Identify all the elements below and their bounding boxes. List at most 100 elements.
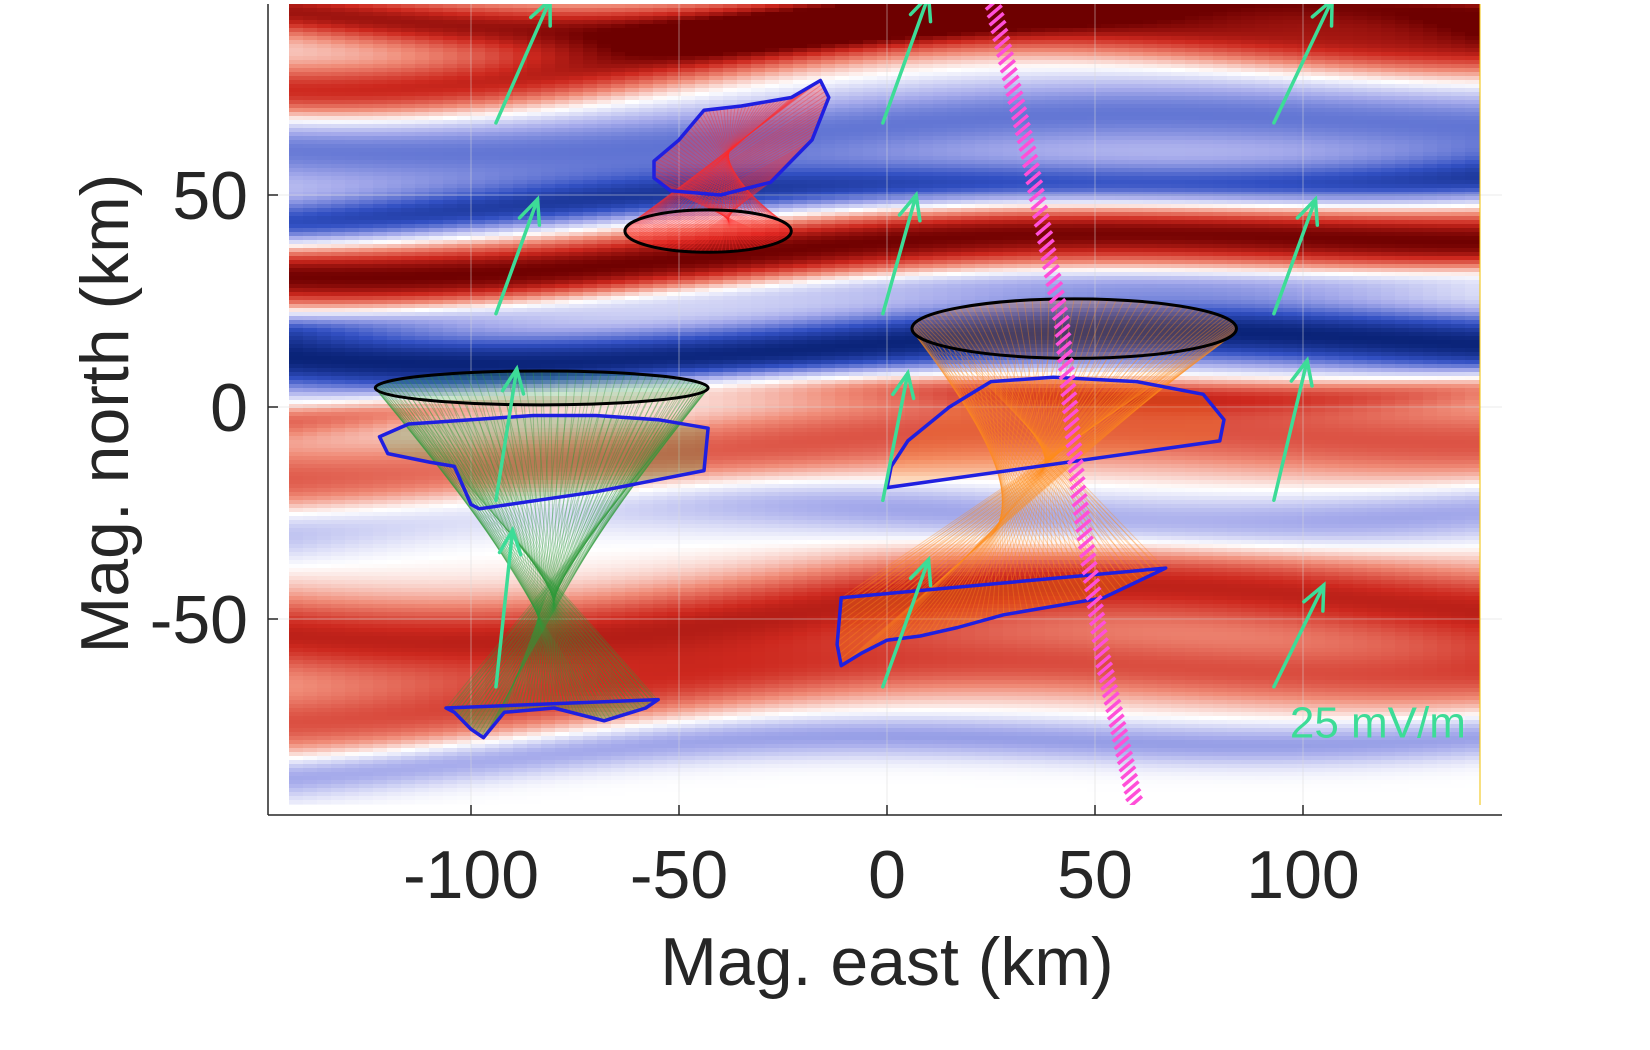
heatmap-cell [541,484,556,489]
heatmap-cell [443,344,458,349]
heatmap-cell [443,160,458,165]
heatmap-cell [401,684,416,689]
heatmap-cell [429,184,444,189]
heatmap-cell [611,4,626,9]
heatmap-cell [317,792,332,797]
heatmap-cell [359,428,374,433]
heatmap-cell [625,104,640,109]
heatmap-cell [359,504,374,509]
heatmap-cell [583,28,598,33]
heatmap-cell [471,76,486,81]
heatmap-cell [583,524,598,529]
heatmap-cell [415,252,430,257]
heatmap-cell [443,740,458,745]
heatmap-cell [303,644,318,649]
heatmap-cell [485,472,500,477]
heatmap-cell [569,96,584,101]
heatmap-cell [527,700,542,705]
heatmap-cell [625,244,640,249]
heatmap-cell [289,392,304,397]
heatmap-cell [555,464,570,469]
heatmap-cell [457,160,472,165]
heatmap-cell [373,36,388,41]
heatmap-cell [541,356,556,361]
heatmap-cell [499,776,514,781]
heatmap-cell [331,280,346,285]
heatmap-cell [471,592,486,597]
heatmap-cell [429,12,444,17]
heatmap-cell [289,360,304,365]
heatmap-cell [485,244,500,249]
heatmap-cell [289,440,304,445]
heatmap-cell [303,436,318,441]
heatmap-cell [569,328,584,333]
heatmap-cell [457,224,472,229]
heatmap-cell [513,484,528,489]
heatmap-cell [401,236,416,241]
heatmap-cell [429,648,444,653]
heatmap-cell [513,444,528,449]
heatmap-cell [597,40,612,45]
heatmap-cell [597,172,612,177]
heatmap-cell [415,116,430,121]
heatmap-cell [443,460,458,465]
heatmap-cell [597,100,612,105]
heatmap-cell [583,628,598,633]
heatmap-cell [597,564,612,569]
heatmap-cell [289,472,304,477]
heatmap-cell [597,636,612,641]
heatmap-cell [289,216,304,221]
heatmap-cell [331,588,346,593]
heatmap-cell [569,440,584,445]
heatmap-cell [303,752,318,757]
heatmap-cell [331,216,346,221]
heatmap-cell [317,604,332,609]
heatmap-cell [499,116,514,121]
heatmap-cell [303,84,318,89]
heatmap-cell [611,668,626,673]
heatmap-cell [429,708,444,713]
heatmap-cell [429,180,444,185]
heatmap-cell [401,780,416,785]
heatmap-cell [331,676,346,681]
heatmap-cell [331,792,346,797]
heatmap-cell [527,676,542,681]
heatmap-cell [387,616,402,621]
heatmap-cell [373,168,388,173]
heatmap-cell [611,728,626,733]
heatmap-cell [373,380,388,385]
heatmap-cell [373,84,388,89]
heatmap-cell [429,760,444,765]
heatmap-cell [625,176,640,181]
heatmap-cell [555,204,570,209]
heatmap-cell [317,72,332,77]
heatmap-cell [625,12,640,17]
heatmap-cell [443,412,458,417]
heatmap-cell [457,12,472,17]
heatmap-cell [429,528,444,533]
heatmap-cell [373,300,388,305]
heatmap-cell [401,204,416,209]
heatmap-cell [457,696,472,701]
heatmap-cell [499,92,514,97]
heatmap-cell [625,248,640,253]
heatmap-cell [359,420,374,425]
heatmap-cell [443,432,458,437]
heatmap-cell [471,508,486,513]
heatmap-cell [289,344,304,349]
heatmap-cell [303,64,318,69]
heatmap-cell [527,440,542,445]
heatmap-cell [499,12,514,17]
heatmap-cell [457,564,472,569]
heatmap-cell [359,604,374,609]
heatmap-cell [625,4,640,9]
heatmap-cell [471,424,486,429]
heatmap-cell [317,288,332,293]
heatmap-cell [359,716,374,721]
heatmap-cell [317,376,332,381]
heatmap-cell [541,116,556,121]
heatmap-cell [345,804,360,805]
heatmap-cell [387,784,402,789]
heatmap-cell [457,16,472,21]
heatmap-cell [485,384,500,389]
